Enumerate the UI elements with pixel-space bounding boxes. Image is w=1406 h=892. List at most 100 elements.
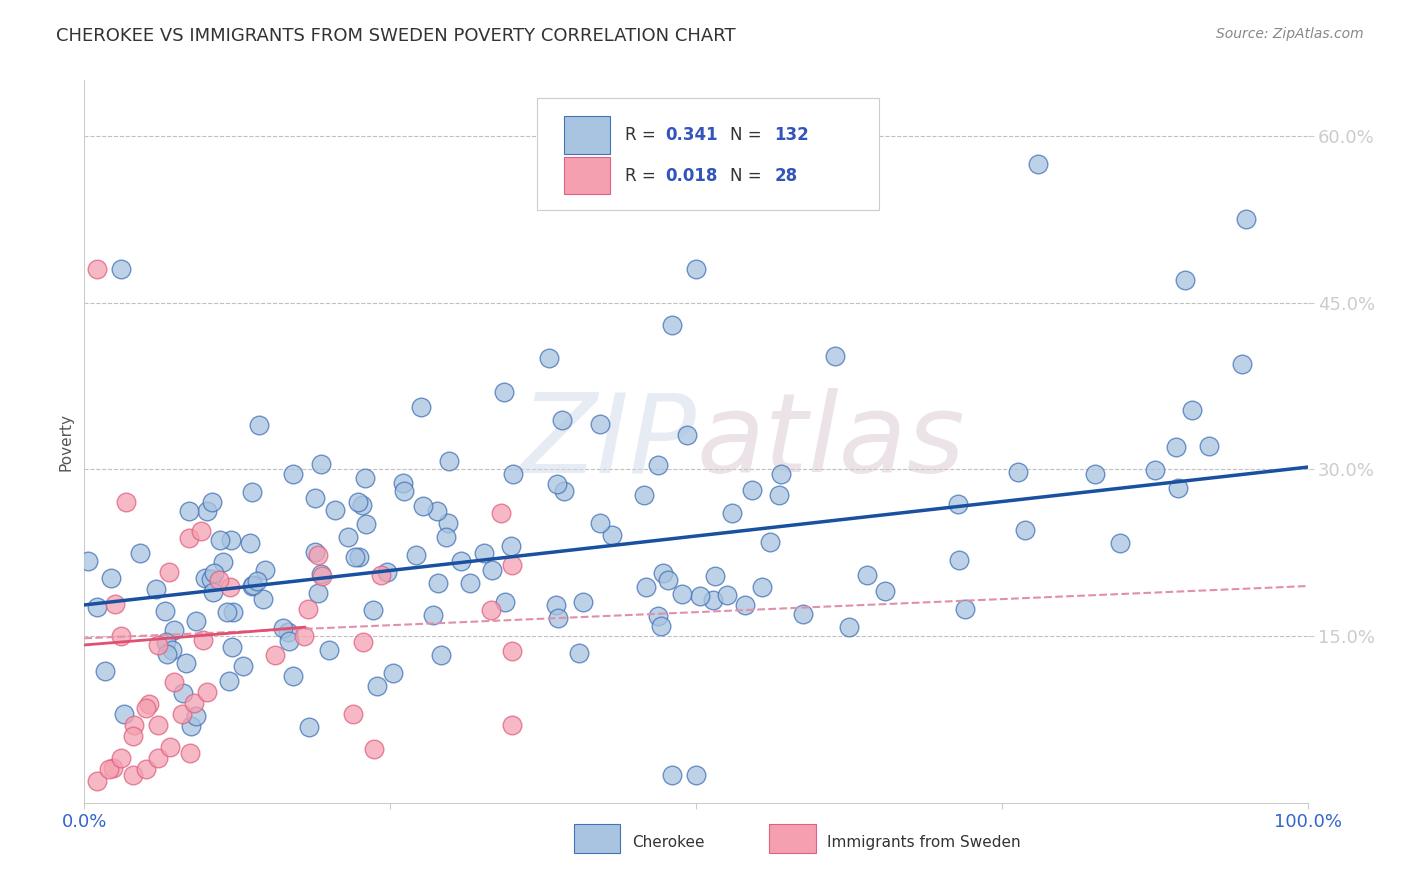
Point xyxy=(1014,523,1036,537)
Point xyxy=(221,533,243,547)
Point xyxy=(135,701,157,715)
Point xyxy=(394,484,416,499)
Point xyxy=(602,528,624,542)
Point xyxy=(342,706,364,721)
Point xyxy=(412,500,434,514)
Point xyxy=(1167,481,1189,495)
Point xyxy=(277,634,299,648)
Point xyxy=(263,648,285,662)
Point xyxy=(741,483,763,497)
Point xyxy=(546,476,568,491)
Point xyxy=(145,582,167,596)
Point xyxy=(458,575,481,590)
Point xyxy=(323,503,346,517)
Point xyxy=(1109,536,1132,550)
Point xyxy=(392,475,415,490)
Bar xyxy=(564,157,610,194)
Point xyxy=(77,554,100,568)
Bar xyxy=(564,117,610,154)
Point xyxy=(239,536,262,550)
Point xyxy=(240,484,263,499)
Point xyxy=(437,454,460,468)
Point xyxy=(568,646,591,660)
Point xyxy=(1007,465,1029,479)
Point xyxy=(347,495,370,509)
Point xyxy=(298,720,321,734)
Text: Cherokee: Cherokee xyxy=(633,835,704,850)
Point xyxy=(252,592,274,607)
Point xyxy=(115,495,138,509)
Point xyxy=(759,535,782,549)
Point xyxy=(202,566,225,580)
Point xyxy=(481,563,503,577)
Point xyxy=(86,262,108,277)
Point xyxy=(146,751,169,765)
Point xyxy=(366,679,388,693)
Point xyxy=(311,568,333,582)
Point xyxy=(195,504,218,518)
Point xyxy=(354,517,377,532)
Point xyxy=(129,546,152,560)
Point xyxy=(122,768,145,782)
Point xyxy=(297,602,319,616)
Point xyxy=(685,262,707,277)
Point xyxy=(201,585,224,599)
Point xyxy=(110,262,132,277)
Point xyxy=(661,318,683,332)
Point xyxy=(271,620,294,634)
Point xyxy=(551,413,574,427)
Point xyxy=(948,497,970,511)
Point xyxy=(347,549,370,564)
Bar xyxy=(574,824,620,854)
Point xyxy=(307,586,329,600)
Point xyxy=(163,624,186,638)
Point xyxy=(337,530,360,544)
Point xyxy=(703,569,725,583)
Point xyxy=(146,718,169,732)
Point xyxy=(685,768,707,782)
Point xyxy=(1236,212,1258,227)
Point xyxy=(676,427,699,442)
FancyBboxPatch shape xyxy=(537,98,880,211)
Point xyxy=(953,602,976,616)
Point xyxy=(494,384,516,399)
Point xyxy=(363,742,385,756)
Point xyxy=(472,545,495,559)
Point xyxy=(190,524,212,538)
Point xyxy=(502,558,524,572)
Point xyxy=(657,573,679,587)
Point xyxy=(450,554,472,568)
Point xyxy=(405,548,427,562)
Point xyxy=(212,555,235,569)
Point xyxy=(426,575,449,590)
Point xyxy=(553,483,575,498)
Point xyxy=(100,571,122,585)
Point xyxy=(86,600,108,615)
Point xyxy=(721,507,744,521)
Point xyxy=(160,643,183,657)
Point xyxy=(768,488,790,502)
Point xyxy=(242,578,264,592)
Point xyxy=(634,580,657,594)
Point xyxy=(177,504,200,518)
Point xyxy=(502,718,524,732)
Point xyxy=(200,572,222,586)
Text: Source: ZipAtlas.com: Source: ZipAtlas.com xyxy=(1216,27,1364,41)
Point xyxy=(104,597,127,611)
Point xyxy=(172,706,194,721)
Point xyxy=(437,516,460,530)
Point xyxy=(824,350,846,364)
Point xyxy=(292,629,315,643)
Point xyxy=(689,589,711,603)
Point xyxy=(538,351,561,366)
Point xyxy=(195,684,218,698)
Point xyxy=(246,574,269,589)
Point xyxy=(86,773,108,788)
Point xyxy=(572,595,595,609)
Point xyxy=(426,504,449,518)
Point xyxy=(734,598,756,612)
Point xyxy=(304,545,326,559)
Point xyxy=(1164,440,1187,454)
Point xyxy=(350,498,373,512)
Point xyxy=(633,488,655,502)
